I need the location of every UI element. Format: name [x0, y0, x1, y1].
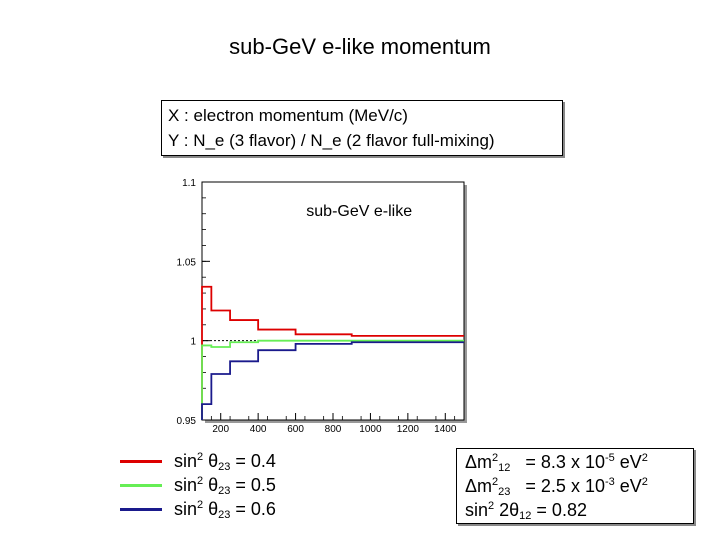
x-tick-label: 400	[250, 424, 267, 435]
param-sin12: sin2 2θ12 = 0.82	[465, 500, 587, 522]
y-axis-description: Y : N_e (3 flavor) / N_e (2 flavor full-…	[168, 131, 495, 150]
legend-swatch-green	[120, 484, 162, 487]
legend-label: sin2 θ23 = 0.4	[174, 451, 276, 473]
axis-description-box: X : electron momentum (MeV/c) Y : N_e (3…	[161, 100, 563, 156]
x-tick-label: 1000	[359, 424, 382, 435]
series-line-2	[201, 339, 464, 420]
series-line-1	[201, 285, 464, 420]
y-tick-label: 1.1	[182, 178, 196, 189]
x-tick-label: 200	[212, 424, 229, 435]
y-tick-label: 1.05	[177, 257, 197, 268]
x-tick-label: 800	[325, 424, 342, 435]
legend-label: sin2 θ23 = 0.5	[174, 475, 276, 497]
oscillation-parameters-box: Δm212 = 8.3 x 10-5 eV2 Δm223 = 2.5 x 10-…	[456, 448, 694, 524]
x-tick-label: 600	[287, 424, 304, 435]
series-line-3	[201, 341, 464, 420]
legend-swatch-blue	[120, 508, 162, 511]
plot-frame	[201, 181, 465, 421]
y-tick-label: 1	[190, 337, 196, 348]
page-title: sub-GeV e-like momentum	[229, 34, 491, 59]
param-dm23: Δm223 = 2.5 x 10-3 eV2	[465, 476, 648, 498]
legend-swatch-red	[120, 460, 162, 463]
y-tick-label: 0.95	[177, 416, 197, 427]
param-dm12: Δm212 = 8.3 x 10-5 eV2	[465, 452, 648, 474]
x-tick-label: 1200	[397, 424, 420, 435]
chart-title: sub-GeV e-like	[306, 203, 412, 220]
x-axis-description: X : electron momentum (MeV/c)	[168, 106, 408, 125]
x-tick-label: 1400	[434, 424, 457, 435]
legend-label: sin2 θ23 = 0.6	[174, 499, 276, 521]
histogram-chart: 0.95 1 1.05 1.1 200 400 600 800 1000 1200 1400 sub-…	[177, 178, 467, 435]
